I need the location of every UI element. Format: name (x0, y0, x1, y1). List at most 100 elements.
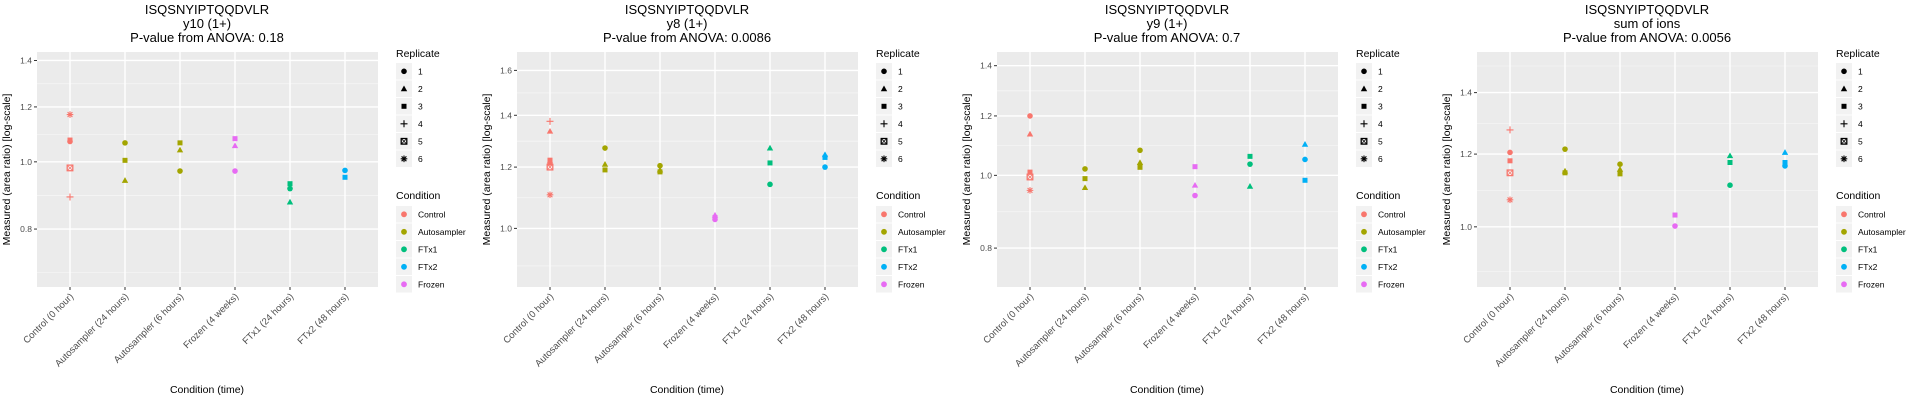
data-point (657, 169, 663, 175)
data-point (67, 137, 73, 143)
y-tick-label: 1.4 (500, 110, 512, 120)
x-axis-title: Condition (time) (1130, 384, 1204, 396)
data-point (287, 185, 293, 192)
legend-label-replicate: 1 (418, 67, 423, 77)
legend-shape-triangle (1360, 85, 1368, 92)
legend-title-condition: Condition (876, 190, 921, 202)
legend-label-replicate: 6 (898, 154, 903, 164)
legend-label-replicate: 2 (418, 84, 423, 94)
data-point (767, 181, 773, 188)
legend-label-replicate: 4 (898, 119, 903, 129)
data-point (602, 145, 608, 151)
legend-label-replicate: 1 (1378, 67, 1383, 77)
legend-shape-plus (400, 120, 408, 128)
legend-shape-plus (1360, 120, 1368, 128)
legend-shape-asterisk (880, 155, 888, 163)
plot-background (1477, 52, 1818, 287)
legend-shape-square (881, 103, 887, 109)
legend-label-condition: FTx2 (1378, 262, 1398, 272)
data-point (657, 162, 663, 169)
x-tick-label: FTx2 (48 hours) (296, 291, 352, 347)
data-point (1136, 159, 1144, 165)
data-point (822, 164, 828, 170)
legend-color-swatch (401, 228, 407, 235)
legend-label-condition: Frozen (1378, 280, 1405, 290)
legend-color-swatch (401, 246, 407, 253)
x-tick-label: FTx1 (24 hours) (1681, 291, 1737, 347)
data-point (1082, 166, 1088, 172)
data-point (601, 161, 609, 167)
y-tick-label: 1.0 (500, 223, 512, 233)
x-tick-label: FTx2 (48 hours) (1736, 291, 1792, 347)
data-point (1302, 156, 1308, 163)
y-tick-label: 1.2 (980, 111, 992, 121)
chart-subtitle: y8 (1+) (667, 16, 708, 31)
pvalue-label: P-value from ANOVA: 0.18 (130, 30, 284, 45)
data-point (1672, 212, 1678, 218)
data-point (1562, 170, 1568, 176)
chart-panel-2: ISQSNYIPTQQDVLR y8 (1+) P-value from ANOVA… (480, 0, 960, 400)
data-point (1302, 177, 1308, 183)
data-point (712, 216, 718, 223)
legend-color-swatch (1841, 211, 1847, 218)
legend-label-condition: Autosampler (898, 227, 946, 237)
data-point (766, 144, 774, 151)
legend-shape-triangle (880, 85, 888, 92)
legend-color-swatch (1361, 281, 1367, 288)
data-point (1027, 113, 1033, 119)
legend-color-swatch (1361, 228, 1367, 235)
legend-label-replicate: 3 (1378, 102, 1383, 112)
legend-label-replicate: 5 (418, 137, 423, 147)
legend-color-swatch (1841, 246, 1847, 253)
legend-title-condition: Condition (396, 190, 441, 202)
data-point (1247, 153, 1253, 159)
legend-color-swatch (401, 281, 407, 288)
legend-label-condition: FTx2 (898, 262, 918, 272)
chart-subtitle: y9 (1+) (1147, 16, 1188, 31)
legend-shape-circle (881, 68, 887, 75)
legend-shape-asterisk (1840, 155, 1848, 163)
chart-title: ISQSNYIPTQQDVLR (625, 2, 749, 17)
legend-label-replicate: 5 (1858, 137, 1863, 147)
data-point (1727, 182, 1733, 189)
legend-shape-asterisk (400, 155, 408, 163)
data-point (1192, 164, 1198, 170)
legend-label-condition: FTx2 (418, 262, 438, 272)
x-tick-label: Frozen (4 weeks) (1621, 291, 1681, 351)
data-point (122, 140, 128, 146)
legend-label-condition: FTx1 (1378, 245, 1398, 255)
y-tick-label: 1.0 (980, 170, 992, 180)
data-point (177, 168, 183, 174)
legend-shape-square-cross (880, 137, 888, 145)
legend-label-replicate: 1 (1858, 67, 1863, 77)
x-tick-label: Frozen (4 weeks) (181, 291, 241, 351)
legend-label-replicate: 4 (418, 119, 423, 129)
data-point (1727, 159, 1733, 165)
x-tick-label: FTx2 (48 hours) (776, 291, 832, 347)
data-point (287, 181, 293, 187)
legend-shape-square (401, 103, 407, 109)
legend-color-swatch (1361, 246, 1367, 253)
legend-color-swatch (881, 228, 887, 235)
data-point (1081, 184, 1089, 191)
chart-subtitle: sum of ions (1614, 16, 1681, 31)
legend-label-replicate: 6 (1858, 154, 1863, 164)
legend-label-replicate: 6 (418, 154, 423, 164)
chart-title: ISQSNYIPTQQDVLR (1105, 2, 1229, 17)
legend-shape-plus (1840, 120, 1848, 128)
legend-color-swatch (1361, 263, 1367, 270)
data-point (1247, 161, 1253, 167)
x-axis-title: Condition (time) (1610, 384, 1684, 396)
plot-background (997, 52, 1338, 287)
y-tick-label: 1.6 (500, 65, 512, 75)
x-tick-label: Control (0 hour) (981, 291, 1036, 346)
x-axis-title: Condition (time) (650, 384, 724, 396)
x-tick-label: Control (0 hour) (21, 291, 76, 346)
legend-label-replicate: 6 (1378, 154, 1383, 164)
data-point (1192, 192, 1198, 199)
x-axis-title: Condition (time) (170, 384, 244, 396)
legend-color-swatch (881, 246, 887, 253)
data-point (66, 111, 74, 118)
